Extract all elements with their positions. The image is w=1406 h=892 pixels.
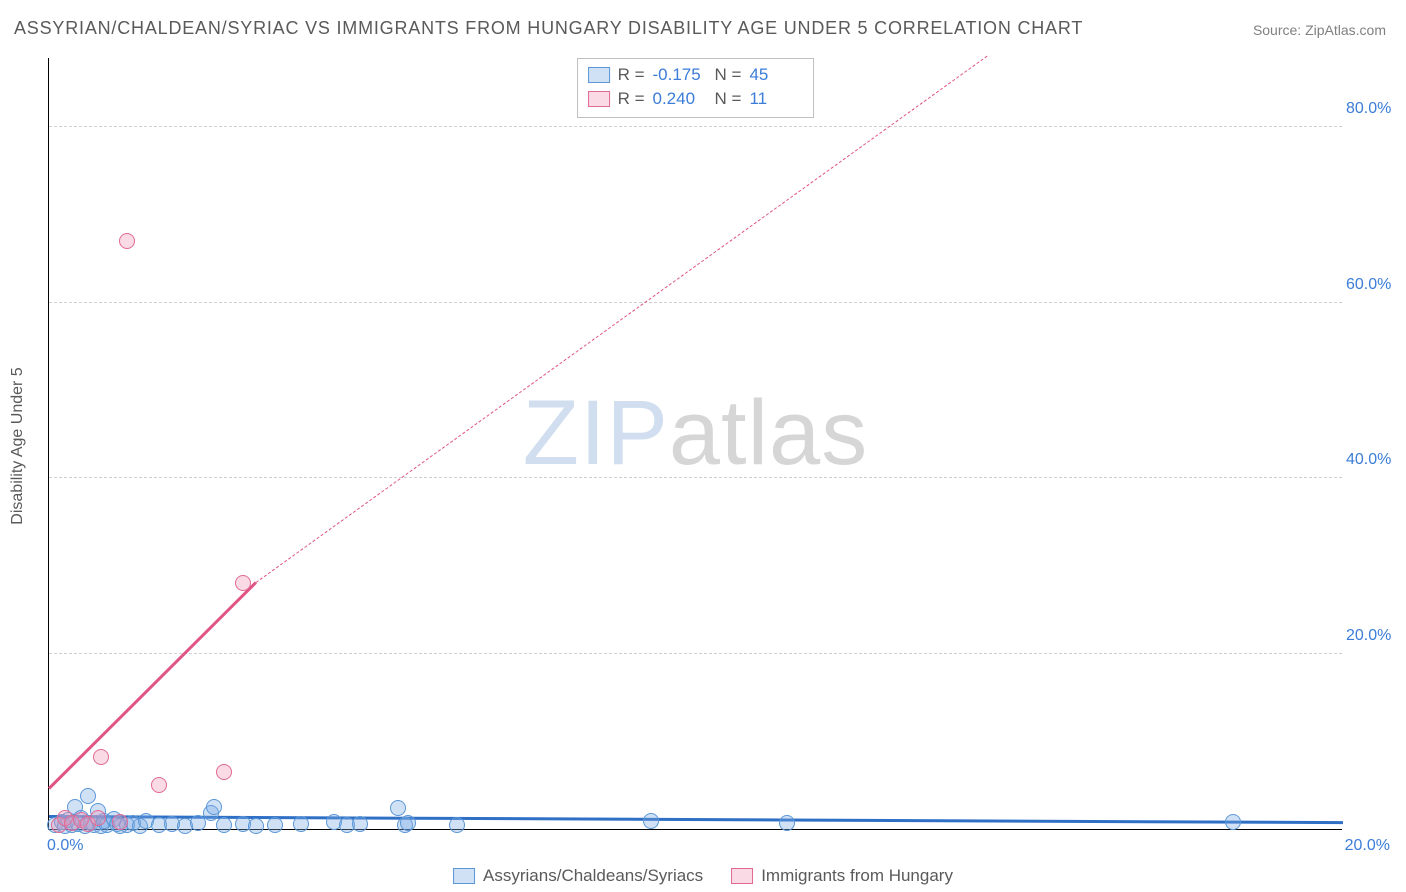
stats-r-label: R = [618,65,645,85]
data-point [779,815,795,831]
data-point [216,764,232,780]
data-point [267,817,283,833]
x-tick-label: 0.0% [47,837,83,855]
watermark-part2: atlas [669,382,868,484]
data-point [216,817,232,833]
stats-n-value-1: 45 [749,65,803,85]
data-point [400,815,416,831]
gridline [49,126,1342,127]
stats-legend-box: R = -0.175 N = 45 R = 0.240 N = 11 [577,58,815,118]
legend-label-1: Assyrians/Chaldeans/Syriacs [483,866,703,886]
chart-plot-area: ZIPatlas R = -0.175 N = 45 R = 0.240 N =… [48,58,1342,830]
stats-r-value-1: -0.175 [653,65,707,85]
data-point [206,799,222,815]
data-point [151,777,167,793]
y-tick-label: 60.0% [1346,276,1398,294]
gridline [49,477,1342,478]
data-point [119,233,135,249]
stats-r-value-2: 0.240 [653,89,707,109]
gridline [49,302,1342,303]
trend-line [256,56,988,583]
y-tick-label: 40.0% [1346,451,1398,469]
watermark-part1: ZIP [523,382,669,484]
source-attribution: Source: ZipAtlas.com [1253,22,1386,38]
stats-n-label: N = [715,65,742,85]
bottom-legend: Assyrians/Chaldeans/Syriacs Immigrants f… [453,866,953,886]
data-point [248,818,264,834]
watermark: ZIPatlas [523,381,868,486]
data-point [112,814,128,830]
swatch-series2 [588,91,610,107]
data-point [293,816,309,832]
legend-label-2: Immigrants from Hungary [761,866,953,886]
data-point [80,788,96,804]
data-point [643,813,659,829]
stats-row-series2: R = 0.240 N = 11 [588,87,804,111]
y-tick-label: 80.0% [1346,100,1398,118]
legend-item-series1: Assyrians/Chaldeans/Syriacs [453,866,703,886]
y-tick-label: 20.0% [1346,627,1398,645]
stats-n-value-2: 11 [749,89,803,109]
data-point [449,817,465,833]
data-point [1225,814,1241,830]
x-tick-label: 20.0% [1345,837,1390,855]
data-point [93,749,109,765]
data-point [352,816,368,832]
stats-n-label: N = [715,89,742,109]
legend-item-series2: Immigrants from Hungary [731,866,953,886]
gridline [49,653,1342,654]
trend-line [48,581,257,789]
stats-row-series1: R = -0.175 N = 45 [588,63,804,87]
legend-swatch-1 [453,868,475,884]
swatch-series1 [588,67,610,83]
legend-swatch-2 [731,868,753,884]
data-point [90,810,106,826]
data-point [235,575,251,591]
stats-r-label: R = [618,89,645,109]
chart-title: ASSYRIAN/CHALDEAN/SYRIAC VS IMMIGRANTS F… [14,18,1083,39]
data-point [390,800,406,816]
y-axis-label: Disability Age Under 5 [9,367,27,524]
